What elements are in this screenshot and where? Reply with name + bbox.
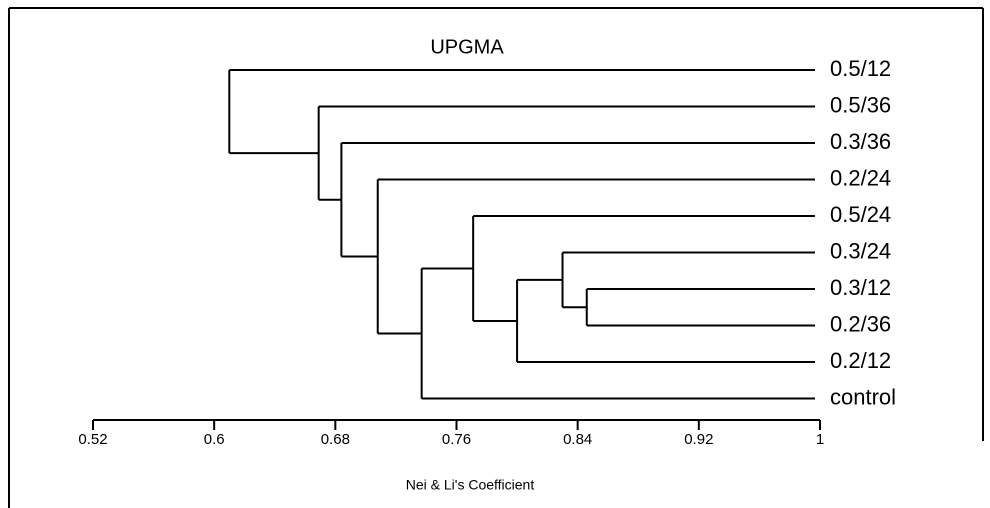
x-tick-label: 0.92 <box>684 431 713 448</box>
x-tick-label: 0.76 <box>442 431 471 448</box>
x-axis-label: Nei & Li's Coefficient <box>406 477 535 493</box>
leaf-label: 0.3/24 <box>830 238 891 263</box>
x-tick-label: 0.68 <box>321 431 350 448</box>
x-tick-label: 0.52 <box>78 431 107 448</box>
leaf-label: 0.5/24 <box>830 202 891 227</box>
leaf-label: 0.2/36 <box>830 311 891 336</box>
x-tick-label: 1 <box>816 431 824 448</box>
leaf-label: 0.2/24 <box>830 165 891 190</box>
chart-title: UPGMA <box>430 36 504 58</box>
leaf-label: 0.2/12 <box>830 348 891 373</box>
leaf-label: 0.3/12 <box>830 275 891 300</box>
leaf-label: 0.5/12 <box>830 56 891 81</box>
leaf-label: control <box>830 384 896 409</box>
leaf-label: 0.5/36 <box>830 92 891 117</box>
leaf-label: 0.3/36 <box>830 129 891 154</box>
x-tick-label: 0.6 <box>204 431 225 448</box>
x-tick-label: 0.84 <box>563 431 592 448</box>
